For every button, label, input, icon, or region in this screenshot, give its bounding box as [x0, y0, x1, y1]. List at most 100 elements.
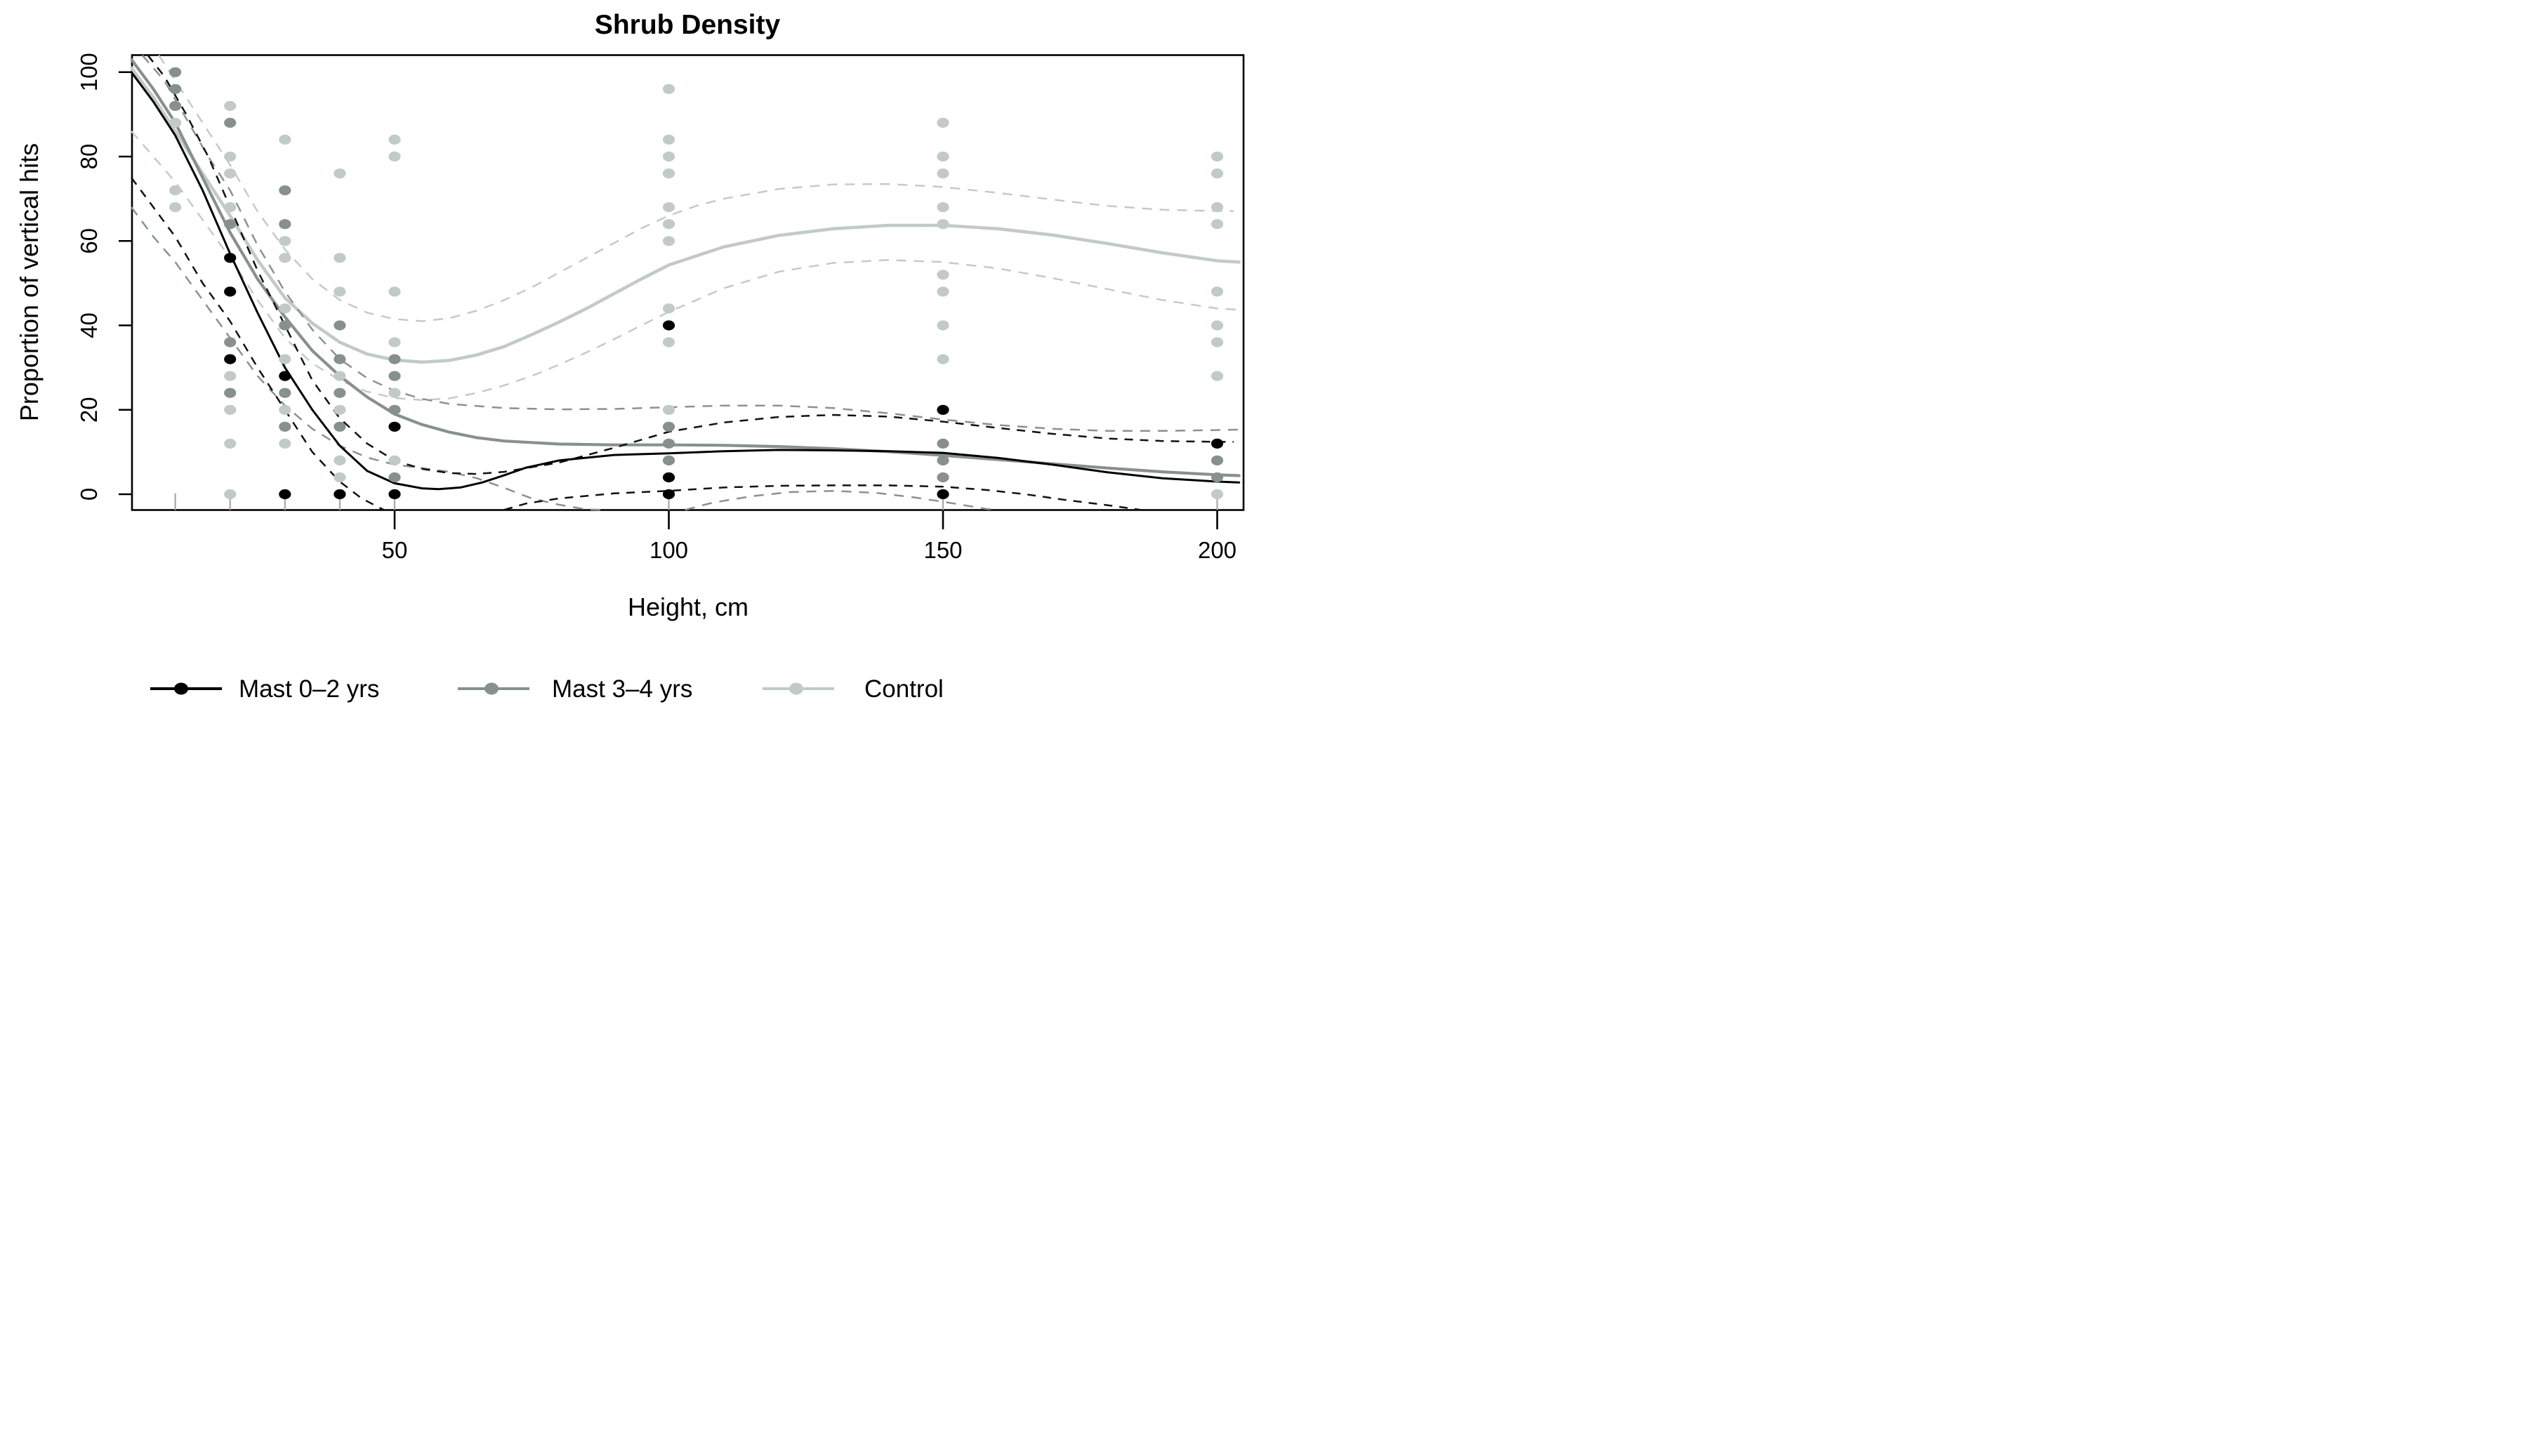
fit-line-light — [131, 66, 1241, 364]
data-point-dark — [662, 438, 675, 449]
y-axis-title: Proportion of vertical hits — [15, 143, 44, 421]
y-tick-label: 60 — [76, 228, 102, 254]
data-point-light — [1211, 371, 1224, 381]
data-point-black — [334, 489, 346, 500]
data-point-light — [937, 354, 949, 364]
data-point-light — [388, 388, 401, 398]
data-point-dark — [224, 388, 237, 398]
data-point-black — [1211, 438, 1224, 449]
data-point-dark — [662, 455, 675, 466]
data-point-light — [334, 455, 346, 466]
x-tick-label: 50 — [382, 537, 408, 563]
chart-canvas: Shrub Density 0 20 40 60 80 100 50 100 150 200 H… — [15, 10, 1245, 703]
data-point-dark — [937, 438, 949, 449]
data-point-light — [224, 100, 237, 111]
ci-band-light — [158, 55, 1234, 322]
data-point-light — [279, 438, 291, 449]
data-point-light — [662, 219, 675, 230]
data-point-light — [279, 134, 291, 145]
x-axis-title: Height, cm — [628, 593, 749, 621]
data-point-light — [937, 168, 949, 179]
data-point-dark — [279, 320, 291, 331]
y-tick-label: 40 — [76, 312, 102, 338]
data-point-light — [1211, 151, 1224, 162]
x-tick-label: 200 — [1198, 537, 1237, 563]
data-point-dark — [662, 421, 675, 432]
data-point-black — [937, 489, 949, 500]
ci-band-black — [131, 177, 384, 511]
ci-band-black — [503, 484, 1141, 511]
data-point-dark — [388, 354, 401, 364]
legend-marker-control — [789, 682, 803, 695]
legend-label-control: Control — [864, 675, 944, 703]
legend-marker-mast-0-2 — [174, 682, 188, 695]
data-point-dark — [334, 388, 346, 398]
x-tick-label: 150 — [923, 537, 962, 563]
data-point-light — [937, 320, 949, 331]
legend-item-mast-3-4: Mast 3–4 yrs — [458, 675, 692, 703]
data-point-dark — [1211, 472, 1224, 483]
data-point-light — [169, 185, 182, 196]
data-point-dark — [169, 84, 182, 94]
data-point-black — [224, 354, 237, 364]
data-point-light — [334, 253, 346, 263]
data-point-black — [662, 472, 675, 483]
data-point-light — [224, 168, 237, 179]
data-point-dark — [169, 67, 182, 77]
data-point-dark — [224, 337, 237, 348]
data-point-dark — [279, 421, 291, 432]
data-point-light — [334, 371, 346, 381]
legend-item-control: Control — [763, 675, 944, 703]
data-point-black — [279, 489, 291, 500]
data-point-light — [662, 151, 675, 162]
data-point-light — [334, 404, 346, 415]
data-point-light — [662, 303, 675, 314]
scatter-points — [169, 67, 1224, 500]
data-point-light — [224, 489, 237, 500]
data-point-light — [224, 151, 237, 162]
data-point-light — [1211, 320, 1224, 331]
data-point-light — [224, 371, 237, 381]
legend-item-mast-0-2: Mast 0–2 yrs — [150, 675, 379, 703]
y-tick-label: 80 — [76, 144, 102, 170]
data-point-light — [1211, 168, 1224, 179]
data-point-light — [1211, 219, 1224, 230]
y-tick-label: 0 — [76, 488, 102, 501]
data-point-black — [224, 286, 237, 297]
data-point-light — [224, 438, 237, 449]
data-point-dark — [388, 472, 401, 483]
legend-label-mast-3-4: Mast 3–4 yrs — [552, 675, 692, 703]
data-point-light — [662, 84, 675, 94]
data-point-light — [334, 286, 346, 297]
data-point-light — [662, 202, 675, 213]
data-point-dark — [388, 371, 401, 381]
data-point-dark — [334, 320, 346, 331]
data-point-dark — [388, 404, 401, 415]
data-point-light — [279, 253, 291, 263]
data-point-black — [388, 489, 401, 500]
ci-band-light — [131, 131, 1239, 402]
data-point-light — [937, 117, 949, 128]
data-point-light — [937, 270, 949, 280]
data-point-light — [662, 404, 675, 415]
data-point-dark — [279, 219, 291, 230]
data-point-black — [662, 489, 675, 500]
data-point-light — [279, 303, 291, 314]
data-point-dark — [334, 354, 346, 364]
data-column-stems — [174, 494, 1218, 510]
fitted-curves-and-ci — [131, 54, 1241, 511]
data-point-black — [937, 404, 949, 415]
data-point-dark — [1211, 455, 1224, 466]
data-point-light — [1211, 202, 1224, 213]
y-tick-label: 100 — [76, 53, 102, 91]
data-point-light — [279, 404, 291, 415]
ci-band-dark — [141, 54, 1239, 432]
data-point-light — [662, 168, 675, 179]
data-point-black — [662, 320, 675, 331]
legend-label-mast-0-2: Mast 0–2 yrs — [239, 675, 379, 703]
data-point-light — [388, 337, 401, 348]
data-point-light — [388, 455, 401, 466]
ci-band-black — [147, 54, 1234, 475]
data-point-light — [1211, 489, 1224, 500]
data-point-light — [1211, 337, 1224, 348]
